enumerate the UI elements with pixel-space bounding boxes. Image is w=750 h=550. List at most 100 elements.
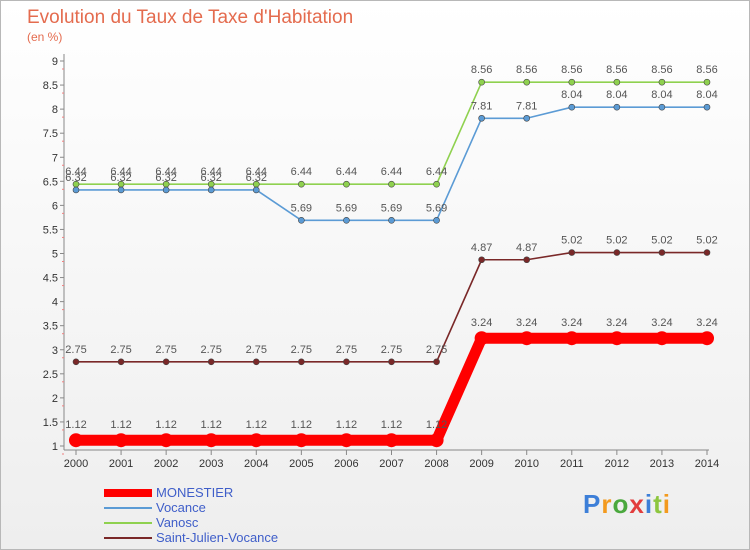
data-point bbox=[700, 331, 714, 346]
data-label: 6.44 bbox=[201, 166, 222, 178]
y-tick-label: 5.5 bbox=[43, 224, 58, 236]
data-point bbox=[388, 216, 395, 224]
x-tick-label: 2002 bbox=[154, 458, 178, 470]
data-label: 1.12 bbox=[336, 419, 357, 431]
data-label: 3.24 bbox=[561, 317, 582, 329]
data-label: 5.69 bbox=[426, 202, 447, 214]
x-tick-label: 2010 bbox=[514, 458, 538, 470]
x-tick-label: 2005 bbox=[289, 458, 313, 470]
data-label: 1.12 bbox=[291, 419, 312, 431]
data-label: 2.75 bbox=[336, 344, 357, 356]
data-label: 6.32 bbox=[201, 172, 222, 184]
data-label: 8.56 bbox=[651, 64, 672, 76]
data-label: 6.44 bbox=[381, 166, 402, 178]
data-label: 5.02 bbox=[561, 235, 582, 247]
y-tick-label: 6 bbox=[52, 200, 58, 212]
y-tick-label: 4.5 bbox=[43, 273, 58, 285]
data-label: 6.44 bbox=[65, 166, 86, 178]
data-point bbox=[343, 358, 350, 366]
data-label: 2.75 bbox=[426, 344, 447, 356]
y-tick-label: 7 bbox=[52, 152, 58, 164]
data-point bbox=[613, 78, 621, 86]
data-point bbox=[478, 78, 485, 86]
data-label: 3.24 bbox=[471, 317, 492, 329]
brand-letter: i bbox=[644, 489, 654, 519]
data-label: 2.75 bbox=[65, 344, 86, 356]
data-point bbox=[523, 256, 531, 264]
data-label: 8.04 bbox=[651, 89, 672, 101]
data-label: 6.44 bbox=[426, 166, 447, 178]
x-tick-label: 2011 bbox=[560, 458, 584, 470]
data-label: 5.69 bbox=[381, 202, 402, 214]
data-point bbox=[162, 358, 170, 366]
data-label: 2.75 bbox=[155, 344, 176, 356]
data-point bbox=[703, 78, 711, 86]
brand-letter: P bbox=[583, 489, 602, 519]
data-point bbox=[703, 249, 711, 256]
data-label: 5.02 bbox=[696, 235, 717, 247]
data-label: 5.69 bbox=[336, 202, 357, 214]
data-point bbox=[519, 331, 534, 346]
legend-swatch-saint-julien-vocance bbox=[104, 537, 152, 539]
x-tick-label: 2008 bbox=[424, 458, 448, 470]
legend-label: Vocance bbox=[156, 500, 206, 515]
data-point bbox=[339, 433, 354, 448]
data-point bbox=[252, 358, 260, 366]
data-point bbox=[117, 358, 125, 366]
data-point bbox=[69, 433, 83, 448]
data-label: 3.24 bbox=[651, 317, 672, 329]
y-tick-label: 1.5 bbox=[43, 417, 58, 429]
data-label: 1.12 bbox=[110, 419, 131, 431]
data-point bbox=[658, 78, 666, 86]
data-point bbox=[294, 433, 309, 448]
data-label: 5.02 bbox=[606, 235, 627, 247]
legend-label: Saint-Julien-Vocance bbox=[156, 530, 279, 545]
data-label: 1.12 bbox=[65, 419, 86, 431]
data-label: 1.12 bbox=[246, 419, 267, 431]
y-tick-label: 5 bbox=[52, 249, 58, 261]
data-point bbox=[474, 331, 489, 346]
data-label: 1.12 bbox=[381, 419, 402, 431]
data-point bbox=[433, 180, 440, 188]
data-label: 3.24 bbox=[516, 317, 537, 329]
data-point bbox=[162, 186, 170, 194]
legend-swatch-monestier bbox=[104, 489, 152, 497]
data-label: 1.12 bbox=[426, 419, 447, 431]
data-label: 2.75 bbox=[110, 344, 131, 356]
data-label: 5.69 bbox=[291, 202, 312, 214]
x-tick-label: 2003 bbox=[199, 458, 223, 470]
data-point bbox=[433, 358, 440, 366]
data-point bbox=[252, 186, 260, 194]
data-label: 8.56 bbox=[516, 64, 537, 76]
data-point bbox=[72, 186, 80, 194]
data-point bbox=[343, 216, 350, 224]
legend-swatch-vanosc bbox=[104, 522, 152, 524]
data-point bbox=[384, 433, 399, 448]
data-point bbox=[433, 216, 440, 224]
data-point bbox=[298, 216, 305, 224]
chart-unit-label: (en %) bbox=[27, 30, 63, 44]
y-tick-label: 3 bbox=[52, 345, 58, 357]
data-label: 8.04 bbox=[696, 89, 717, 101]
brand-letter: i bbox=[662, 489, 671, 519]
data-label: 8.04 bbox=[561, 89, 582, 101]
data-label: 8.04 bbox=[606, 89, 627, 101]
data-label: 1.12 bbox=[201, 419, 222, 431]
data-point bbox=[654, 331, 669, 346]
data-point bbox=[249, 433, 264, 448]
y-tick-label: 8.5 bbox=[43, 80, 58, 92]
data-label: 7.81 bbox=[471, 100, 492, 112]
brand-letter: o bbox=[612, 489, 630, 519]
data-point bbox=[703, 103, 711, 111]
data-point bbox=[478, 256, 485, 264]
data-label: 4.87 bbox=[471, 242, 492, 254]
x-tick-label: 2014 bbox=[695, 458, 719, 470]
data-label: 6.44 bbox=[291, 166, 312, 178]
brand-letter: x bbox=[629, 489, 645, 519]
data-label: 2.75 bbox=[381, 344, 402, 356]
data-point bbox=[564, 331, 579, 346]
data-label: 6.44 bbox=[246, 166, 267, 178]
data-point bbox=[204, 433, 219, 448]
x-tick-label: 2012 bbox=[605, 458, 629, 470]
